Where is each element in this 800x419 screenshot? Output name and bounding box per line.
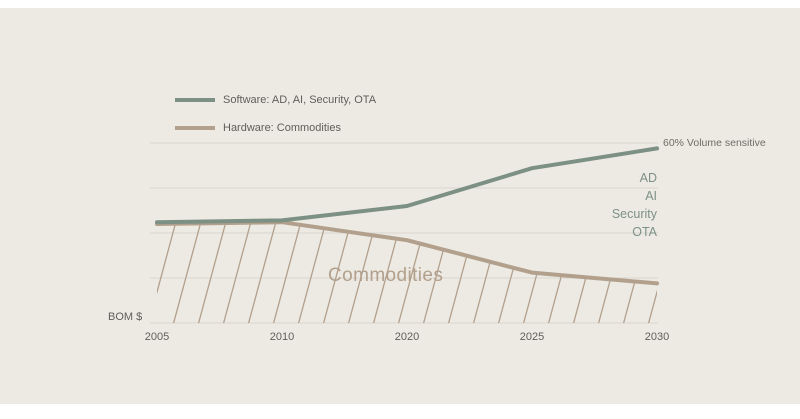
bom-axis-label: BOM $ [108,311,143,323]
x-tick-2020: 2020 [394,331,420,343]
volume-sensitive-note: 60% Volume sensitive [663,137,766,149]
hardware-line-swatch [175,126,215,130]
legend-label-hardware: Hardware: Commodities [223,122,341,134]
software-line-swatch [175,98,215,102]
legend-item-software: Software: AD, AI, Security, OTA [175,93,376,107]
legend-label-software: Software: AD, AI, Security, OTA [223,94,377,106]
x-tick-2025: 2025 [519,331,545,343]
right-label-ai: AI [645,189,657,203]
commodities-area-label: Commodities [328,265,444,286]
legend-item-hardware: Hardware: Commodities [175,121,376,135]
x-tick-2005: 2005 [144,331,170,343]
right-label-ad: AD [639,171,657,185]
right-label-ota: OTA [632,225,657,239]
x-tick-2010: 2010 [269,331,295,343]
legend: Software: AD, AI, Security, OTA Hardware… [175,93,376,149]
x-tick-2030: 2030 [644,331,670,343]
right-label-security: Security [611,207,657,221]
